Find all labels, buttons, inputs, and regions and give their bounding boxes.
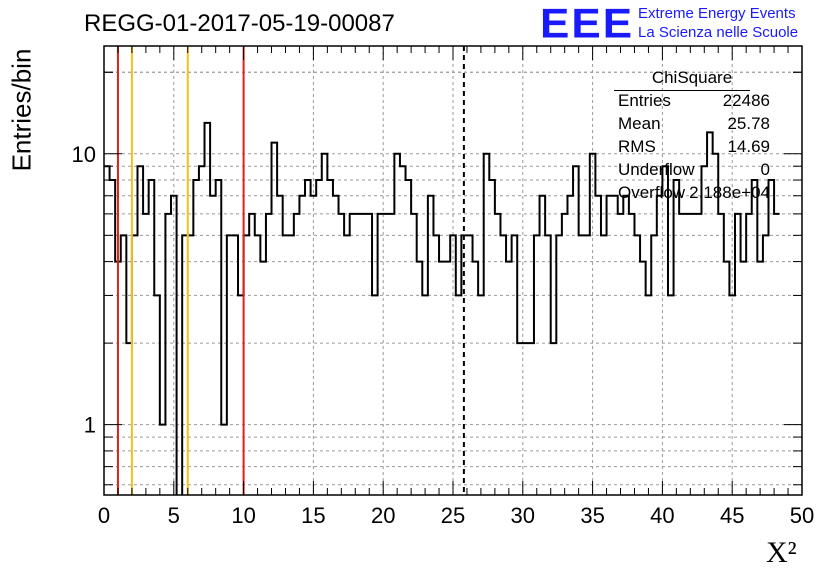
x-tick-label: 30: [511, 503, 535, 528]
x-axis-label: X²: [766, 536, 797, 569]
stats-label: Entries: [618, 91, 671, 110]
x-tick-label: 0: [98, 503, 110, 528]
stats-row-entries: Entries 22486: [612, 91, 770, 114]
stats-box: ChiSquare Entries 22486 Mean 25.78 RMS 1…: [612, 68, 772, 206]
stats-label: Mean: [618, 114, 661, 133]
stats-label: Underflow: [618, 160, 695, 179]
x-tick-label: 10: [231, 503, 255, 528]
y-tick-label: 1: [84, 413, 96, 438]
x-tick-label: 35: [580, 503, 604, 528]
stats-title-underline: [614, 90, 750, 91]
stats-row-rms: RMS 14.69: [612, 137, 770, 160]
stats-title: ChiSquare: [651, 68, 733, 87]
stats-value: 14.69: [727, 137, 770, 156]
stats-label: RMS: [618, 137, 656, 156]
x-tick-label: 15: [301, 503, 325, 528]
stats-value: 22486: [722, 91, 770, 110]
x-tick-label: 25: [441, 503, 465, 528]
stats-row-underflow: Underflow 0: [612, 160, 770, 183]
logo-caption: Extreme Energy Events La Scienza nelle S…: [638, 4, 798, 42]
stats-value: 25.78: [727, 114, 770, 133]
logo-caption-line1: Extreme Energy Events: [638, 5, 796, 22]
histogram-steps: [104, 121, 780, 495]
stats-value: 0: [760, 160, 770, 179]
stats-label: Overflow: [618, 183, 686, 202]
y-axis-label-box: Entries/bin: [2, 30, 42, 190]
y-tick-label: 10: [72, 142, 96, 167]
logo-caption-line2: La Scienza nelle Scuole: [638, 24, 799, 41]
x-tick-label: 50: [790, 503, 814, 528]
eee-logo: EEE: [540, 0, 635, 47]
stats-row-mean: Mean 25.78: [612, 114, 770, 137]
x-tick-label: 5: [168, 503, 180, 528]
y-axis-label: Entries/bin: [6, 48, 37, 172]
chart-title: REGG-01-2017-05-19-00087: [84, 10, 395, 37]
x-tick-label: 20: [371, 503, 395, 528]
x-tick-label: 45: [720, 503, 744, 528]
x-tick-label: 40: [650, 503, 674, 528]
stats-row-overflow: Overflow 2.188e+04: [612, 183, 770, 206]
stats-value: 2.188e+04: [689, 183, 770, 202]
